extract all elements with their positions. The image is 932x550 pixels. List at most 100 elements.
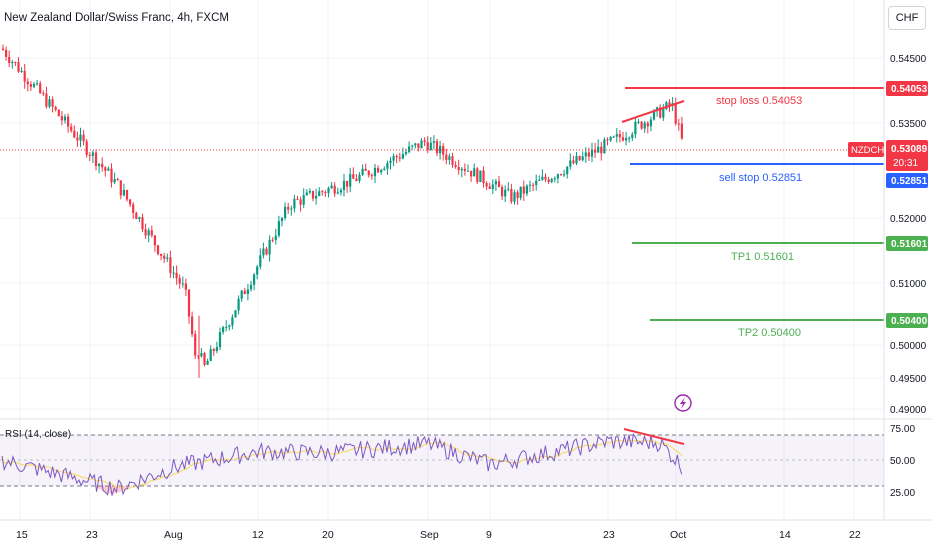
candle-body [246, 289, 249, 295]
lightning-icon[interactable] [674, 394, 692, 412]
candle-body [175, 272, 178, 279]
candle-body [677, 123, 680, 125]
candle-body [569, 160, 572, 167]
candle-body [600, 146, 603, 154]
candle-body [45, 93, 48, 107]
candle-body [249, 284, 253, 290]
candle-body [532, 184, 535, 186]
candle-body [76, 137, 79, 141]
candle-body [318, 191, 321, 196]
candle-body [380, 169, 383, 173]
candle-body [187, 289, 191, 317]
candle-body [485, 183, 488, 187]
candle-body [191, 316, 194, 335]
candle-body [305, 192, 308, 196]
candle-body [457, 167, 460, 171]
candle-body [265, 248, 268, 255]
tp1-annotation: TP1 0.51601 [731, 251, 794, 263]
candle-body [516, 192, 519, 198]
countdown-text: 20:31 [893, 158, 918, 169]
candle-body [652, 110, 656, 120]
candle-body [398, 157, 401, 159]
rsi-line [1, 433, 683, 496]
candle-body [566, 166, 569, 175]
candle-body [327, 188, 330, 193]
candle-body [466, 170, 470, 172]
candle-body [528, 184, 532, 186]
price-axis[interactable]: 0.54500 0.53500 0.52000 0.51000 0.50000 … [848, 0, 928, 520]
candle-body [597, 146, 600, 153]
rsi-divergence-line[interactable] [623, 428, 685, 445]
stop-loss-badge-text: 0.54053 [891, 84, 928, 95]
candle-body [662, 108, 665, 118]
candle-body [215, 347, 218, 351]
candle-body [451, 156, 454, 166]
candle-body [420, 140, 423, 149]
candle-body [435, 141, 439, 154]
candle-body [79, 134, 82, 141]
candle-body [507, 188, 510, 190]
candle-body [293, 198, 296, 209]
candle-body [253, 274, 256, 285]
candle-body [563, 174, 566, 176]
candle-body [525, 185, 528, 194]
candle-body [234, 310, 237, 318]
candle-body [5, 49, 8, 57]
candle-body [411, 145, 414, 147]
candle-body [308, 190, 311, 193]
candle-body [336, 192, 339, 194]
candle-body [268, 239, 271, 255]
currency-button[interactable]: CHF [888, 6, 926, 30]
last-price-badge [886, 140, 928, 171]
candle-body [98, 163, 101, 167]
candle-body [153, 235, 156, 246]
candle-body [408, 146, 411, 152]
candle-body [113, 179, 116, 183]
rsi-tick-label: 25.00 [890, 488, 915, 499]
last-price-badge-text: 0.53089 [891, 144, 928, 155]
rsi-oversold-fill [95, 486, 130, 494]
candle-body [144, 229, 147, 236]
candle-body [243, 290, 246, 295]
candle-body [212, 349, 215, 351]
candle-body [101, 163, 104, 168]
candle-body [541, 176, 544, 180]
candle-body [442, 145, 445, 155]
candle-body [615, 134, 618, 137]
candle-body [404, 151, 408, 155]
candle-body [584, 152, 587, 157]
candle-body [429, 142, 432, 151]
candle-body [91, 152, 94, 156]
candle-body [606, 139, 609, 141]
price-tick-label: 0.54500 [890, 54, 927, 65]
candle-body [277, 221, 280, 236]
candle-body [346, 180, 349, 187]
rsi-axis[interactable]: 75.00 50.00 25.00 [890, 424, 915, 499]
candle-body [29, 84, 32, 87]
candle-body [172, 272, 175, 274]
candle-body [631, 134, 634, 138]
candle-body [640, 121, 643, 129]
candle-body [169, 257, 172, 273]
time-tick-label: Oct [670, 529, 686, 541]
candle-body [494, 181, 497, 185]
price-divergence-line[interactable] [621, 100, 685, 123]
time-tick-label: 9 [486, 529, 492, 541]
candle-body [110, 168, 113, 183]
candle-body [364, 168, 367, 171]
candle-body [370, 175, 373, 177]
candle-body [290, 208, 293, 210]
candle-body [473, 168, 476, 177]
candle-body [150, 230, 153, 236]
price-tick-label: 0.49500 [890, 374, 927, 385]
candle-body [104, 167, 107, 171]
time-axis[interactable]: 15 23 Aug 12 20 Sep 9 23 Oct 14 22 [16, 529, 861, 541]
tp2-annotation: TP2 0.50400 [738, 327, 801, 339]
candle-body [67, 116, 70, 127]
sell-stop-badge [886, 173, 928, 188]
candle-body [550, 178, 553, 183]
candle-body [26, 81, 29, 85]
candle-body [57, 109, 60, 117]
sell-stop-annotation: sell stop 0.52851 [719, 172, 802, 184]
